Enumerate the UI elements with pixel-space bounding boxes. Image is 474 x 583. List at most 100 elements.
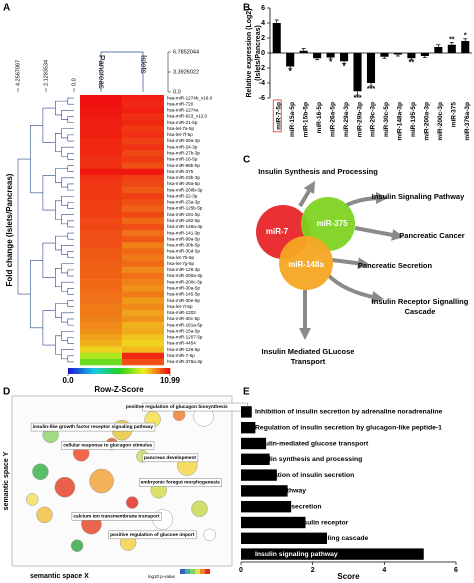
bar-label: Inhibition of insulin secretion by adren… xyxy=(255,409,443,416)
row-label: hsa-miR-30a-5p xyxy=(167,286,200,291)
dendrogram xyxy=(42,107,56,143)
panel-label: B xyxy=(243,3,250,14)
heat-cell xyxy=(80,119,122,126)
colorbar-swatch xyxy=(96,368,99,374)
term-text: cellular response to glucagon stimulus xyxy=(63,443,152,449)
row-label: hsa-miR-375 xyxy=(167,169,194,174)
bar xyxy=(407,53,416,59)
bar xyxy=(286,53,295,67)
colorbar-swatch xyxy=(124,368,127,374)
term-box xyxy=(142,453,199,463)
colorbar-swatch xyxy=(103,368,107,374)
row-label: hsa-miR-21-5p xyxy=(167,120,198,125)
heat-cell xyxy=(122,174,164,182)
dendrogram xyxy=(67,202,74,209)
dendrogram xyxy=(67,152,74,160)
bubble xyxy=(191,500,208,517)
panel-label: D xyxy=(3,387,10,398)
heat-cell xyxy=(122,291,164,298)
heat-cell xyxy=(122,187,164,194)
row-label: hsa-miR-191-5p xyxy=(167,212,200,217)
dendrogram xyxy=(42,310,56,346)
row-label: hsa-let-7i-5p xyxy=(167,304,193,309)
bar xyxy=(241,437,267,450)
row-label: hsa-miR-22-3p xyxy=(167,193,198,198)
x-tick-label: miR-16-5p xyxy=(316,102,323,133)
heat-cell xyxy=(122,285,164,292)
error-bar xyxy=(342,61,347,64)
bar xyxy=(420,53,429,56)
colorbar-title: log10 p-value xyxy=(148,574,176,579)
heat-cell xyxy=(80,156,122,163)
axis-title: Score xyxy=(337,572,360,581)
row-label: hsa-miR-126-3p xyxy=(167,267,200,272)
x-tick-label: 4 xyxy=(382,567,386,574)
term-text: positive regulation of glucose import xyxy=(110,532,195,538)
error-bar xyxy=(301,48,306,51)
heat-cell xyxy=(80,328,122,335)
bar xyxy=(380,53,389,57)
x-tick-label: miR-30c-5p xyxy=(383,102,390,137)
dendrogram xyxy=(61,349,74,360)
bar xyxy=(241,422,256,434)
heat-cell xyxy=(80,144,122,151)
heat-cell xyxy=(80,223,122,231)
colorbar-swatch xyxy=(98,368,102,374)
bar xyxy=(241,406,252,418)
colorbar-swatch xyxy=(159,368,163,374)
row-label: hsa-miR-376a-3p xyxy=(167,359,203,364)
heat-cell xyxy=(80,248,122,255)
row-label: hsa-miR-24-3p xyxy=(167,144,198,149)
bar xyxy=(393,53,402,55)
term-label: positive regulation of glucose import xyxy=(108,530,197,540)
term-box xyxy=(139,478,222,487)
dendrogram xyxy=(67,134,74,142)
target-label: Pancreatic Secretion xyxy=(358,261,433,270)
bar-label: Pancreatic secretion xyxy=(255,503,322,510)
row-label: hsa-miR-200a-3p xyxy=(167,273,203,278)
dendrogram xyxy=(67,318,74,326)
row-label: hsa-miR-1207-5p xyxy=(167,335,203,340)
heat-cell xyxy=(80,168,122,176)
bar xyxy=(353,53,362,92)
significance: * xyxy=(329,59,332,66)
x-tick-label: miR-29b-3p xyxy=(356,102,363,137)
heat-cell xyxy=(80,260,122,268)
x-tick-label: miR-7-5p xyxy=(275,102,282,130)
dendrogram xyxy=(67,269,74,277)
colorbar-swatch xyxy=(147,368,150,374)
heat-cell xyxy=(122,309,164,317)
bar xyxy=(366,53,376,83)
bubble xyxy=(125,496,139,509)
heat-cell xyxy=(122,107,164,114)
colorbar-swatch xyxy=(185,569,190,574)
heat-cell xyxy=(80,137,122,145)
bar-label: Regulation of insulin secretion xyxy=(255,472,354,479)
heat-cell xyxy=(122,162,164,169)
heat-cell xyxy=(122,211,164,219)
row-label: hsa-miR-145-5p xyxy=(167,292,200,297)
colorbar-swatch xyxy=(88,368,92,374)
colorbar-swatch xyxy=(129,368,133,374)
heat-cell xyxy=(80,236,122,243)
row-label: hsa-miR-182-5p xyxy=(167,218,200,223)
highlight-box xyxy=(272,99,282,133)
heat-cell xyxy=(80,107,122,114)
term-box xyxy=(108,530,197,540)
bar xyxy=(461,41,470,53)
tick-label: 0.0 xyxy=(71,78,77,86)
colorbar-swatch xyxy=(126,368,130,374)
significance: *** xyxy=(367,86,375,93)
significance: * xyxy=(289,69,292,76)
bar xyxy=(241,469,277,481)
dendrogram xyxy=(61,281,74,292)
error-bar xyxy=(355,91,360,96)
colorbar-swatch xyxy=(164,368,168,374)
term-label: pancreas development xyxy=(142,453,199,463)
bar xyxy=(241,548,424,560)
bubble xyxy=(32,463,49,481)
colorbar-swatch xyxy=(70,368,74,374)
row-label: hsa-miR-99b-5p xyxy=(167,163,200,168)
bar-label: Insulin-mediated glucose transport xyxy=(255,440,369,447)
row-label: hsa-miR-7-5p xyxy=(167,353,195,358)
